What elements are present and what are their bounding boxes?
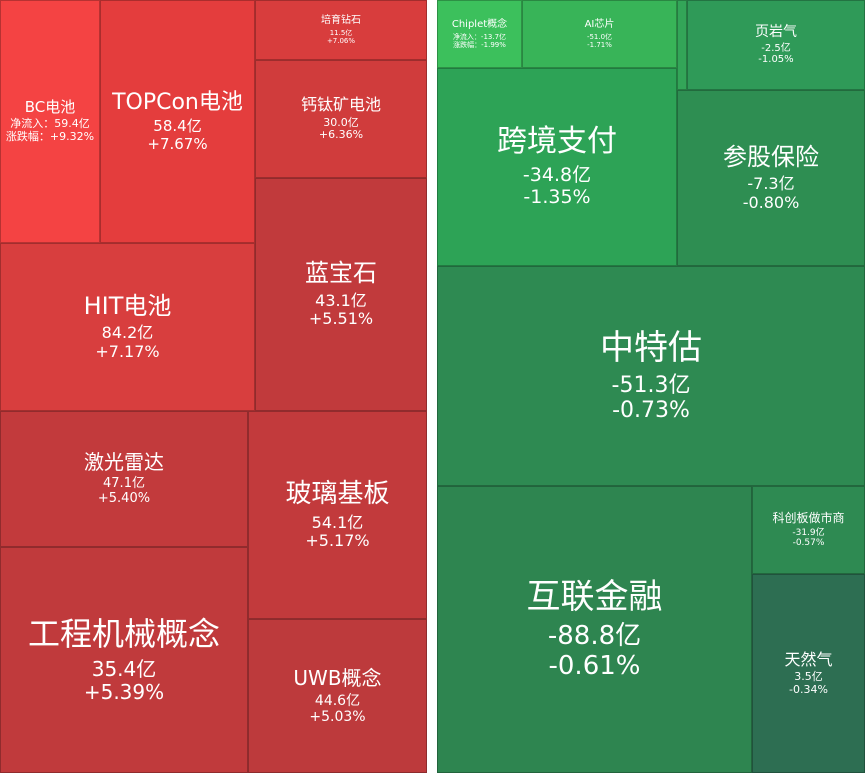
tile: 蓝宝石 43.1亿 +5.51% [255,178,427,411]
tile-stat: +5.39% [83,679,165,704]
tile-stat: 涨跌幅：+9.32% [5,130,95,144]
tile: UWB概念 44.6亿 +5.03% [248,619,427,773]
tile: 钙钛矿电池 30.0亿 +6.36% [255,60,427,178]
tile-stat: 35.4亿 [91,656,157,681]
tile-stat: 47.1亿 [103,476,145,492]
panel-gap [427,0,437,773]
tile-name: 参股保险 [723,142,819,171]
tile-stat: -1.35% [523,185,591,208]
tile: 工程机械概念 35.4亿 +5.39% [0,547,248,773]
tile-stat: -31.9亿 [792,527,825,538]
tile-stat: -1.05% [758,54,794,66]
tile-name: 跨境支付 [497,124,617,160]
tile-name: 工程机械概念 [27,615,220,654]
tile-name: 蓝宝石 [305,259,377,288]
tile-stat: +7.67% [147,134,208,153]
tile-name: BC电池 [24,98,76,117]
tile-stat: 43.1亿 [315,290,367,310]
tile-stat: 44.6亿 [314,692,361,709]
tile-name: 玻璃基板 [285,478,390,509]
tile: 跨境支付 -34.8亿 -1.35% [437,68,677,266]
tile-stat: -0.57% [792,537,825,548]
tile-stat: 3.5亿 [794,670,823,684]
tile-stat: -2.5亿 [761,42,791,54]
tile-stat: -88.8亿 [547,620,642,651]
tile-stat: +7.06% [326,36,356,45]
tile: 中特估 -51.3亿 -0.73% [437,266,865,486]
tile-name: 页岩气 [755,24,797,41]
tile-stat: +6.36% [318,128,364,142]
tile: BC电池 净流入：59.4亿 涨跌幅：+9.32% [0,0,100,243]
tile-name: Chiplet概念 [451,19,508,31]
tile-stat: 84.2亿 [101,323,154,343]
tile-name: 天然气 [784,649,833,669]
tile-stat: 30.0亿 [323,115,359,129]
tile-stat: -51.3亿 [611,372,691,398]
tile: HIT电池 84.2亿 +7.17% [0,243,255,411]
tile-stat: 54.1亿 [311,512,364,532]
tile-stat: 净流入：-13.7亿 [452,32,507,41]
tile-stat: 58.4亿 [153,117,202,136]
tile-stat: -34.8亿 [522,163,592,186]
tile-stat: 涨跌幅：-1.99% [453,40,506,49]
tile: 培育钻石 11.5亿 +7.06% [255,0,427,60]
tile-stat: -1.71% [587,40,612,49]
tile: 天然气 3.5亿 -0.34% [752,574,865,773]
tile-stat: -7.3亿 [747,174,795,194]
tile: 科创板做市商 -31.9亿 -0.57% [752,486,865,574]
tile-name: TOPCon电池 [112,90,243,116]
tile-stat: -51.0亿 [586,32,613,41]
tile-name: AI芯片 [584,19,615,31]
tile: 玻璃基板 54.1亿 +5.17% [248,411,427,619]
tile-stat: -0.34% [789,682,828,696]
tile-name: 科创板做市商 [772,510,845,525]
tile-strip [677,0,687,90]
tile-stat: -0.61% [548,650,641,681]
tile: AI芯片 -51.0亿 -1.71% [522,0,677,68]
tile-name: 中特估 [600,327,702,368]
tile-stat: +5.03% [309,709,366,725]
tile-stat: -0.80% [742,192,800,212]
tile: 页岩气 -2.5亿 -1.05% [687,0,865,90]
tile-name: HIT电池 [83,291,172,320]
tile-name: 培育钻石 [321,15,361,27]
tile-stat: +5.17% [305,530,370,550]
tile-stat: +7.17% [95,341,160,361]
tile-name: UWB概念 [293,665,382,690]
tile-stat: 净流入：59.4亿 [10,117,90,131]
tile: 激光雷达 47.1亿 +5.40% [0,411,248,547]
tile: Chiplet概念 净流入：-13.7亿 涨跌幅：-1.99% [437,0,522,68]
tile: 参股保险 -7.3亿 -0.80% [677,90,865,266]
tile: 互联金融 -88.8亿 -0.61% [437,486,752,773]
tile-name: 激光雷达 [84,450,164,475]
tile-name: 互联金融 [526,576,663,617]
tile-stat: +5.51% [308,309,374,329]
tile-stat: +5.40% [97,491,151,506]
tile-stat: -0.73% [612,398,690,424]
tile-stat: 11.5亿 [329,28,353,37]
tile-name: 钙钛矿电池 [300,95,381,115]
tile: TOPCon电池 58.4亿 +7.67% [100,0,255,243]
